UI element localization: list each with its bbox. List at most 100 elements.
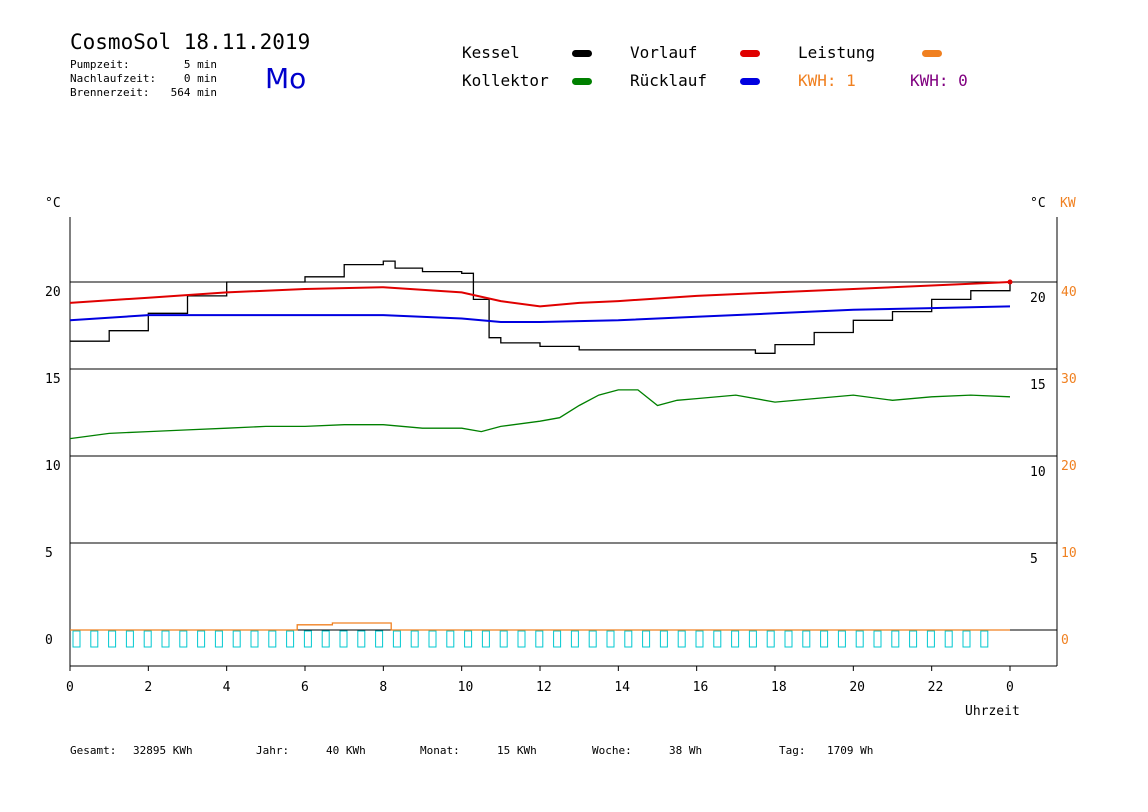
footer-monat-value: 15 KWh (497, 744, 537, 757)
y-left-tick-label: 0 (45, 633, 53, 648)
pump-indicator (90, 630, 99, 648)
pump-indicator (659, 630, 668, 648)
legend-swatch-kollektor (572, 78, 592, 85)
y-right-power-tick-label: 10 (1061, 546, 1077, 561)
legend-vorlauf: Vorlauf (630, 43, 698, 62)
pump-indicator (855, 630, 864, 648)
pump-indicator (802, 630, 811, 648)
x-tick-label: 18 (771, 680, 787, 695)
series-line-leistung (70, 622, 1010, 631)
stat-label-nachlaufzeit: Nachlaufzeit: (70, 72, 157, 85)
pump-indicator (446, 630, 455, 648)
y-left-tick-label: 15 (45, 372, 61, 387)
x-tick-label: 8 (379, 680, 387, 695)
pump-indicator (268, 630, 277, 648)
pump-indicator (695, 630, 704, 648)
legend-swatch-vorlauf (740, 50, 760, 57)
pump-indicator (392, 630, 401, 648)
legend-leistung: Leistung (798, 43, 876, 62)
pump-indicator (410, 630, 419, 648)
x-tick-label: 12 (536, 680, 552, 695)
footer-tag-value: 1709 Wh (827, 744, 874, 757)
pump-indicator (214, 630, 223, 648)
weekday-label: Mo (265, 62, 307, 95)
x-tick-label: 2 (144, 680, 152, 695)
x-tick-label: 14 (614, 680, 630, 695)
pump-indicator (926, 630, 935, 648)
y-right-temp-unit-label: °C (1030, 196, 1046, 211)
pump-indicator (713, 630, 722, 648)
pump-indicator (197, 630, 206, 648)
pump-indicator (677, 630, 686, 648)
pump-indicator (820, 630, 829, 648)
chart-title: CosmoSol 18.11.2019 (70, 30, 311, 54)
y-left-tick-label: 10 (45, 459, 61, 474)
y-right-temp-tick-label: 15 (1030, 378, 1046, 393)
y-right-power-tick-label: 40 (1061, 285, 1077, 300)
series-line-vorlauf (69, 281, 1011, 308)
legend-ruecklauf: Rücklauf (630, 71, 708, 90)
y-right-temp-tick-label: 10 (1030, 465, 1046, 480)
y-left-tick-label: 20 (45, 285, 61, 300)
pump-indicator (286, 630, 295, 648)
pump-indicator (72, 630, 81, 648)
stat-value-brennerzeit: 564 min (170, 86, 217, 99)
pump-indicator (980, 630, 989, 648)
series-line-kollektor (69, 389, 1011, 440)
x-tick-label: 0 (1006, 680, 1014, 695)
pump-indicator (464, 630, 473, 648)
legend-swatch-leistung (922, 50, 942, 57)
series-end-marker (1007, 279, 1013, 285)
pump-indicator (143, 630, 152, 648)
pump-indicator (837, 630, 846, 648)
pump-indicator (606, 630, 615, 648)
footer-gesamt-value: 32895 KWh (133, 744, 193, 757)
pump-indicator (944, 630, 953, 648)
y-right-power-unit-label: KW (1060, 196, 1076, 211)
y-right-temp-tick-label: 20 (1030, 291, 1046, 306)
footer-gesamt-label: Gesamt: (70, 744, 117, 757)
x-tick-label: 22 (928, 680, 944, 695)
pump-indicator (428, 630, 437, 648)
x-tick-label: 0 (66, 680, 74, 695)
y-left-unit-label: °C (45, 196, 61, 211)
pump-indicator (748, 630, 757, 648)
footer-jahr-value: 40 KWh (326, 744, 366, 757)
pump-indicator (108, 630, 117, 648)
pump-indicator (873, 630, 882, 648)
pump-indicator (481, 630, 490, 648)
pump-indicator (161, 630, 170, 648)
legend-kessel: Kessel (462, 43, 520, 62)
pump-indicator (303, 630, 312, 648)
pump-indicator (553, 630, 562, 648)
footer-jahr-label: Jahr: (256, 744, 290, 757)
pump-indicator (125, 630, 134, 648)
pump-indicator (499, 630, 508, 648)
footer-woche-label: Woche: (592, 744, 632, 757)
pump-indicator (891, 630, 900, 648)
y-right-power-tick-label: 20 (1061, 459, 1077, 474)
x-tick-label: 6 (301, 680, 309, 695)
stat-value-pumpzeit: 5 min (183, 58, 217, 71)
y-left-tick-label: 5 (45, 546, 53, 561)
legend-kollektor: Kollektor (462, 71, 549, 90)
legend-kwh-solar: KWH: 1 (798, 71, 856, 90)
pump-indicator (339, 630, 348, 648)
x-axis-label: Uhrzeit (965, 704, 1020, 719)
pump-indicator (624, 630, 633, 648)
y-right-power-tick-label: 30 (1061, 372, 1077, 387)
pump-indicator (766, 630, 775, 648)
x-tick-label: 20 (849, 680, 865, 695)
pump-indicator (962, 630, 971, 648)
pump-indicator (731, 630, 740, 648)
pump-indicator (570, 630, 579, 648)
series-line-kessel (70, 260, 1011, 354)
pump-indicator (375, 630, 384, 648)
pump-indicator (357, 630, 366, 648)
legend-swatch-kessel (572, 50, 592, 57)
stat-value-nachlaufzeit: 0 min (183, 72, 217, 85)
pump-indicator (179, 630, 188, 648)
y-right-power-tick-label: 0 (1061, 633, 1069, 648)
pump-indicator (784, 630, 793, 648)
